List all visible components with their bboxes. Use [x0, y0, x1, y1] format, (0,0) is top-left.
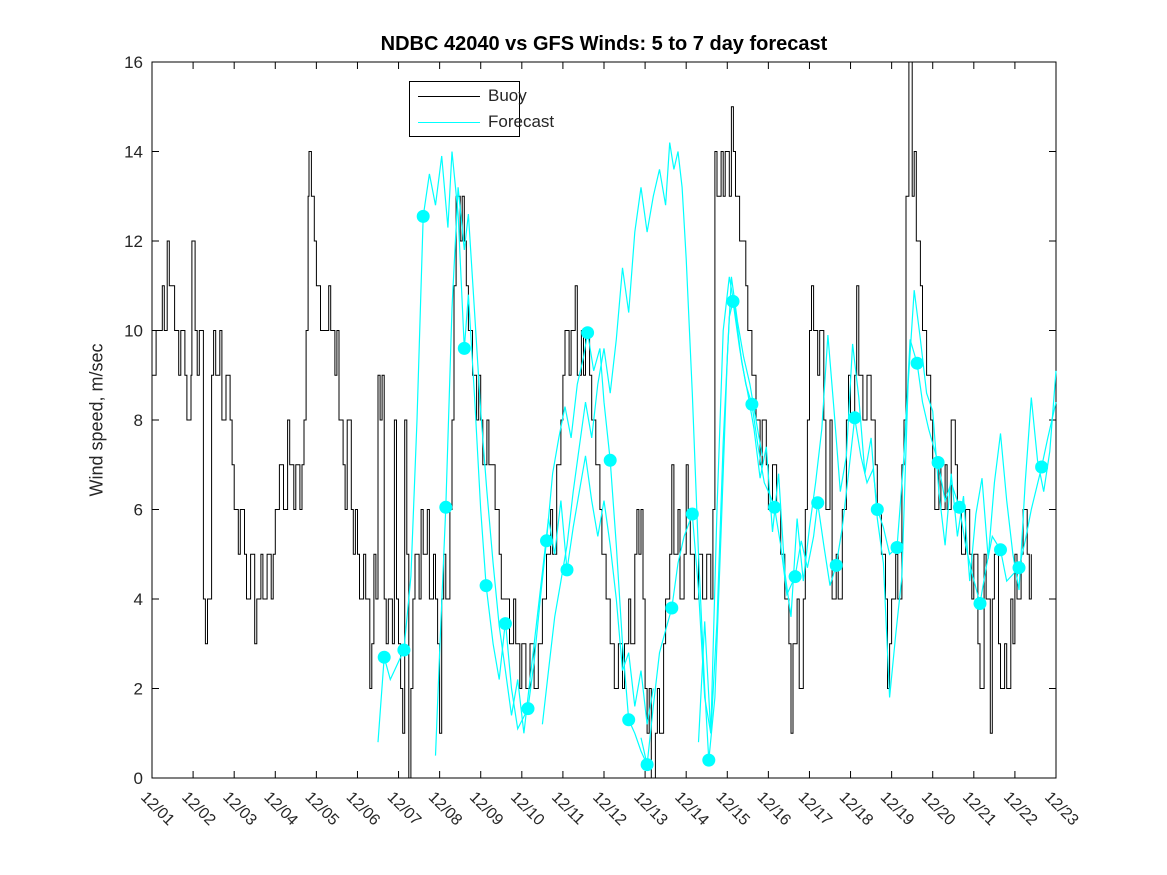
forecast-marker — [1035, 460, 1049, 474]
forecast-marker — [665, 601, 679, 615]
forecast-marker — [931, 456, 945, 469]
forecast-marker — [685, 507, 699, 521]
forecast-marker — [521, 702, 535, 716]
x-tick-label: 12/05 — [302, 789, 342, 829]
forecast-marker — [811, 496, 825, 510]
forecast-marker — [768, 500, 781, 514]
buoy-line — [152, 61, 1032, 779]
x-tick-label: 12/15 — [712, 789, 752, 829]
forecast-marker — [910, 356, 924, 370]
forecast-marker — [829, 558, 843, 572]
x-tick-label: 12/10 — [507, 789, 547, 829]
x-tick-label: 12/06 — [343, 789, 383, 829]
forecast-marker — [788, 570, 802, 584]
forecast-marker — [457, 341, 471, 355]
legend-item-forecast: Forecast — [410, 110, 554, 134]
forecast-marker — [540, 534, 553, 548]
forecast-marker — [439, 500, 453, 514]
legend-item-buoy: Buoy — [410, 84, 527, 108]
x-tick-label: 12/02 — [178, 789, 218, 829]
forecast-marker — [397, 643, 411, 657]
forecast-marker — [848, 411, 862, 425]
forecast-line-3 — [640, 301, 1057, 765]
forecast-marker — [640, 758, 654, 772]
legend-label-buoy: Buoy — [488, 86, 527, 105]
forecast-line-2 — [541, 142, 763, 761]
forecast-marker — [870, 503, 884, 516]
forecast-line-4 — [697, 276, 1057, 743]
forecast-marker — [973, 597, 987, 610]
y-tick-label: 8 — [134, 411, 143, 430]
x-tick-label: 12/11 — [548, 789, 588, 829]
forecast-line-0 — [377, 151, 648, 765]
forecast-marker — [581, 326, 595, 340]
x-tick-label: 12/01 — [137, 789, 177, 829]
forecast-marker — [745, 397, 759, 411]
x-tick-label: 12/13 — [630, 789, 670, 829]
forecast-marker — [1012, 561, 1026, 575]
x-tick-label: 12/21 — [959, 789, 999, 829]
x-tick-label: 12/18 — [836, 789, 876, 829]
x-tick-label: 12/20 — [918, 789, 958, 829]
y-tick-label: 2 — [134, 680, 143, 699]
y-axis-label: Wind speed, m/sec — [86, 343, 107, 497]
y-tick-label: 6 — [134, 501, 143, 520]
forecast-marker — [377, 650, 391, 664]
x-tick-label: 12/07 — [384, 789, 424, 829]
legend-label-forecast: Forecast — [488, 112, 555, 131]
forecast-marker — [498, 617, 512, 631]
y-tick-label: 4 — [134, 590, 143, 609]
y-tick-label: 12 — [124, 232, 143, 251]
x-tick-label: 12/16 — [754, 789, 794, 829]
y-tick-label: 10 — [124, 322, 143, 341]
x-tick-label: 12/19 — [877, 789, 917, 829]
x-tick-label: 12/08 — [425, 789, 465, 829]
x-tick-label: 12/03 — [219, 789, 259, 829]
forecast-marker — [416, 209, 430, 223]
y-tick-label: 14 — [124, 143, 143, 162]
x-tick-label: 12/17 — [795, 789, 835, 829]
x-tick-label: 12/23 — [1041, 789, 1081, 829]
x-tick-label: 12/04 — [260, 789, 300, 829]
legend: Buoy Forecast — [409, 81, 554, 137]
forecast-marker — [603, 453, 617, 467]
x-tick-label: 12/22 — [1000, 789, 1040, 829]
buoy-line-sample-icon — [418, 95, 480, 97]
x-tick-label: 12/12 — [589, 789, 629, 829]
forecast-marker — [952, 500, 966, 514]
x-tick-label: 12/14 — [671, 789, 711, 829]
y-tick-label: 0 — [134, 769, 143, 788]
forecast-line-sample-icon — [418, 121, 480, 123]
forecast-marker — [622, 713, 636, 727]
forecast-marker — [560, 563, 574, 577]
forecast-marker — [726, 294, 740, 308]
forecast-marker — [994, 543, 1007, 557]
x-tick-label: 12/09 — [466, 789, 506, 829]
forecast-marker — [479, 579, 493, 593]
forecast-line-1 — [434, 187, 654, 756]
forecast-marker — [702, 753, 716, 767]
forecast-marker — [890, 541, 904, 554]
chart-title: NDBC 42040 vs GFS Winds: 5 to 7 day fore… — [380, 33, 828, 55]
y-tick-label: 16 — [124, 53, 143, 72]
